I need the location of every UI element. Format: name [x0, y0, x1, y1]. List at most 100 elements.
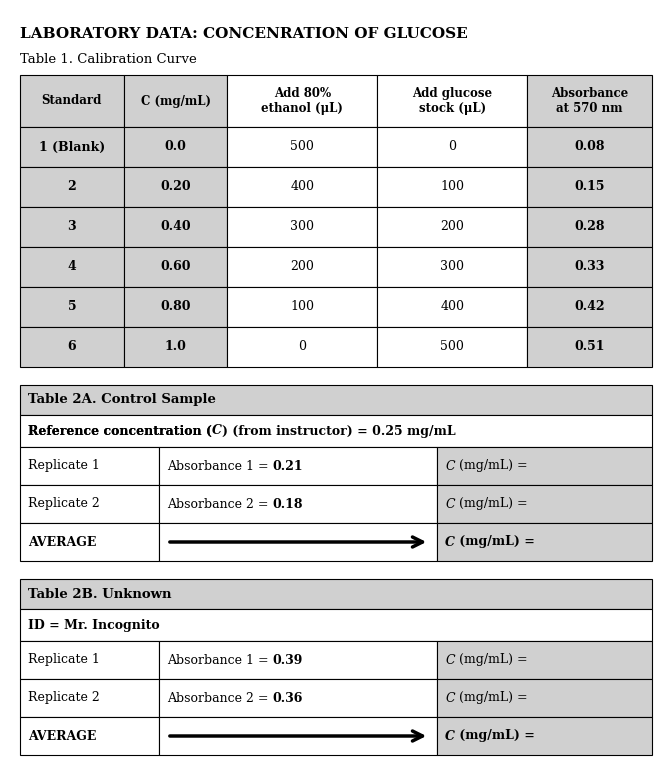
Text: C (mg/mL): C (mg/mL) — [140, 95, 210, 107]
Text: Absorbance 1 =: Absorbance 1 = — [167, 460, 273, 472]
Bar — [20, 679, 159, 717]
Text: 5: 5 — [68, 301, 76, 313]
Text: 0.51: 0.51 — [575, 341, 605, 353]
Text: 0.39: 0.39 — [273, 654, 303, 666]
Bar — [159, 447, 437, 485]
Text: C: C — [445, 691, 455, 705]
Text: 400: 400 — [440, 301, 464, 313]
Text: Absorbance 2 =: Absorbance 2 = — [167, 497, 273, 511]
Text: 0.80: 0.80 — [161, 301, 191, 313]
Text: 0.42: 0.42 — [575, 301, 605, 313]
Text: Absorbance
at 570 nm: Absorbance at 570 nm — [551, 87, 628, 115]
Text: 0: 0 — [298, 341, 306, 353]
Bar — [124, 327, 227, 367]
Text: Absorbance 2 =: Absorbance 2 = — [167, 691, 273, 705]
Text: 2: 2 — [67, 181, 76, 193]
Bar — [20, 609, 652, 641]
Text: 0.20: 0.20 — [160, 181, 191, 193]
Text: ) (from instructor) = 0.25 mg/mL: ) (from instructor) = 0.25 mg/mL — [222, 424, 456, 438]
Bar — [124, 247, 227, 287]
Text: 6: 6 — [68, 341, 76, 353]
Bar — [528, 287, 652, 327]
Text: C: C — [445, 497, 455, 511]
Text: Standard: Standard — [42, 95, 102, 107]
Bar — [124, 167, 227, 207]
Text: AVERAGE: AVERAGE — [28, 730, 96, 742]
Text: 0.40: 0.40 — [160, 221, 191, 233]
Bar — [378, 327, 528, 367]
Text: 0.08: 0.08 — [575, 140, 605, 153]
Bar — [227, 247, 378, 287]
Bar — [528, 167, 652, 207]
Bar — [227, 327, 378, 367]
Bar — [20, 717, 159, 755]
Text: 500: 500 — [440, 341, 464, 353]
Text: Replicate 1: Replicate 1 — [28, 460, 100, 472]
Bar — [378, 287, 528, 327]
Bar — [437, 717, 652, 755]
FancyArrowPatch shape — [170, 731, 423, 741]
Text: Absorbance 1 =: Absorbance 1 = — [167, 654, 273, 666]
Bar — [378, 247, 528, 287]
Bar — [378, 167, 528, 207]
Bar — [528, 327, 652, 367]
Bar — [20, 247, 124, 287]
Bar — [20, 327, 124, 367]
Text: 4: 4 — [67, 261, 76, 273]
Text: (mg/mL) =: (mg/mL) = — [455, 730, 535, 742]
Bar — [528, 75, 652, 127]
Bar — [227, 287, 378, 327]
Bar — [437, 641, 652, 679]
Text: 0.15: 0.15 — [575, 181, 605, 193]
Text: Table 2A. Control Sample: Table 2A. Control Sample — [28, 394, 216, 406]
Text: Reference concentration (: Reference concentration ( — [28, 424, 212, 438]
Bar — [227, 127, 378, 167]
Text: C: C — [445, 536, 455, 549]
Text: Add 80%
ethanol (μL): Add 80% ethanol (μL) — [261, 87, 343, 115]
Bar — [20, 579, 652, 609]
Text: Replicate 2: Replicate 2 — [28, 691, 99, 705]
Bar — [20, 385, 652, 415]
Text: C: C — [445, 460, 455, 472]
Bar — [124, 127, 227, 167]
Text: 500: 500 — [290, 140, 314, 153]
Text: Reference concentration (: Reference concentration ( — [28, 424, 212, 438]
Text: 0.18: 0.18 — [273, 497, 303, 511]
Text: 1.0: 1.0 — [165, 341, 187, 353]
Text: Add glucose
stock (μL): Add glucose stock (μL) — [412, 87, 493, 115]
Bar — [20, 127, 124, 167]
Text: 200: 200 — [290, 261, 314, 273]
Text: (mg/mL) =: (mg/mL) = — [455, 654, 528, 666]
Bar — [227, 75, 378, 127]
Bar — [378, 207, 528, 247]
Bar — [20, 485, 159, 523]
Bar — [20, 167, 124, 207]
Text: 1 (Blank): 1 (Blank) — [39, 140, 105, 153]
Text: 300: 300 — [290, 221, 314, 233]
Text: 0.0: 0.0 — [165, 140, 187, 153]
Bar — [20, 447, 159, 485]
Text: Table 2B. Unknown: Table 2B. Unknown — [28, 587, 171, 601]
Text: 300: 300 — [440, 261, 464, 273]
Bar — [528, 127, 652, 167]
Bar — [159, 485, 437, 523]
Text: Replicate 2: Replicate 2 — [28, 497, 99, 511]
Text: 400: 400 — [290, 181, 314, 193]
Bar — [437, 523, 652, 561]
Text: (mg/mL) =: (mg/mL) = — [455, 460, 528, 472]
Bar — [227, 167, 378, 207]
Bar — [159, 679, 437, 717]
Text: (mg/mL) =: (mg/mL) = — [455, 497, 528, 511]
Text: (mg/mL) =: (mg/mL) = — [455, 691, 528, 705]
Bar — [124, 287, 227, 327]
Bar — [20, 207, 124, 247]
Text: LABORATORY DATA: CONCENRATION OF GLUCOSE: LABORATORY DATA: CONCENRATION OF GLUCOSE — [20, 27, 468, 41]
Bar — [124, 207, 227, 247]
Bar — [20, 415, 652, 447]
Text: 100: 100 — [290, 301, 314, 313]
Bar — [437, 447, 652, 485]
Bar — [20, 75, 124, 127]
Text: 0.36: 0.36 — [273, 691, 303, 705]
Bar — [159, 717, 437, 755]
Bar — [20, 287, 124, 327]
